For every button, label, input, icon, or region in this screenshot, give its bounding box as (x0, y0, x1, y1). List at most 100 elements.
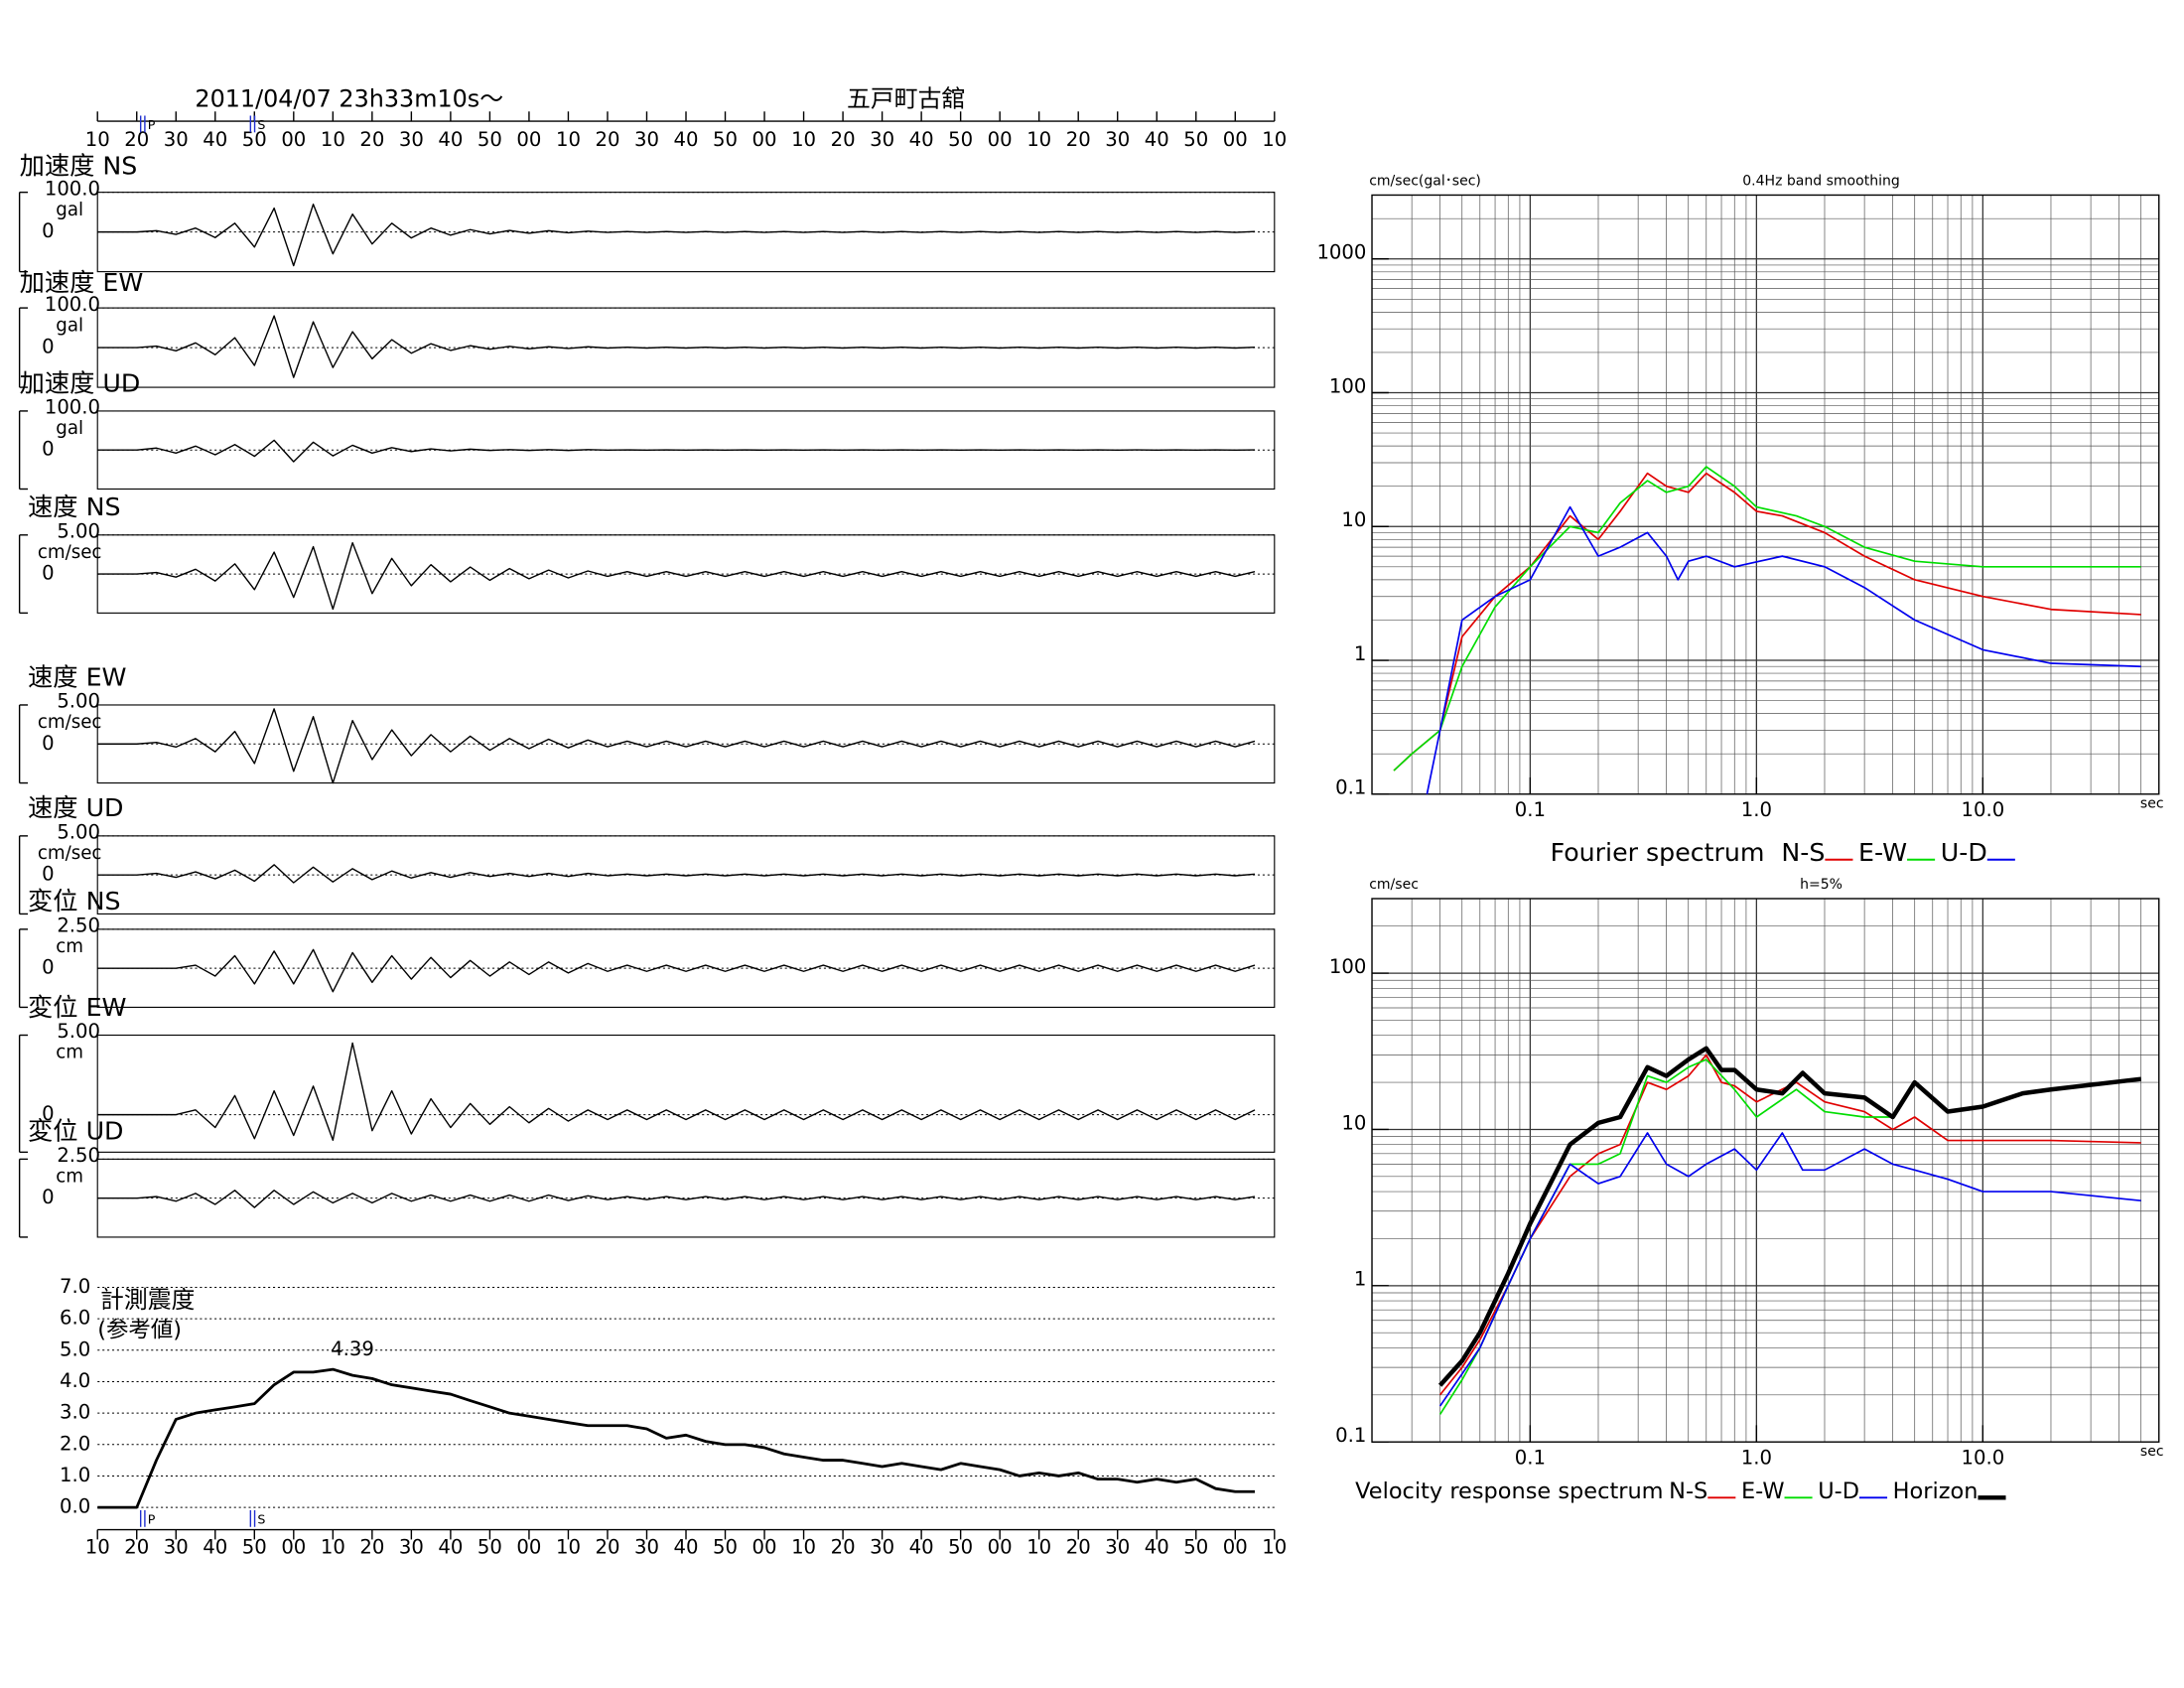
time-tick-label: 20 (1066, 1535, 1091, 1558)
y-tick-label: 0 (42, 219, 55, 242)
plot-frame (1371, 194, 2160, 795)
time-tick-label: 50 (1183, 128, 1208, 151)
time-tick-label: 30 (1105, 128, 1130, 151)
x-axis-label: sec (2140, 1444, 2164, 1460)
x-tick-label: 10.0 (1961, 798, 2004, 821)
trace (97, 864, 1256, 884)
y-tick-label: 5.00 (57, 821, 100, 844)
time-tick-label: 40 (674, 128, 699, 151)
spectrum-line (1438, 1132, 2141, 1407)
panel-title: 加速度 UD (20, 368, 141, 397)
y-tick-label: 0 (42, 1102, 55, 1125)
time-tick-label: 00 (1223, 1535, 1248, 1558)
phase-label: P (148, 117, 156, 132)
trace (97, 708, 1256, 784)
x-tick-label: 0.1 (1515, 798, 1546, 821)
y-tick-label: 100.0 (45, 396, 100, 419)
y-tick-label: 0 (42, 732, 55, 755)
record-date: 2011/04/07 23h33m10s～ (195, 85, 503, 113)
time-tick-label: 40 (438, 128, 463, 151)
panel-title: 変位 UD (28, 1117, 123, 1146)
panel-title: 速度 NS (28, 492, 120, 521)
y-tick-label: 4.0 (60, 1369, 90, 1392)
legend-title: Velocity response spectrum (1355, 1478, 1663, 1504)
time-tick-label: 00 (281, 1535, 306, 1558)
plot-frame (1371, 898, 2160, 1443)
time-tick-label: 30 (1105, 1535, 1130, 1558)
spectrum-line (1393, 472, 2141, 772)
chart-subtitle: 0.4Hz band smoothing (1742, 173, 1900, 189)
y-tick-label: 0 (42, 438, 55, 461)
phase-label: S (257, 1511, 265, 1526)
time-tick-label: 40 (203, 128, 227, 151)
time-tick-label: 00 (988, 1535, 1013, 1558)
time-tick-label: 10 (556, 1535, 581, 1558)
legend-label: U-D (1818, 1478, 1859, 1504)
time-tick-label: 40 (1145, 128, 1169, 151)
y-tick-label: 100 (1329, 955, 1366, 978)
time-tick-label: 40 (203, 1535, 227, 1558)
y-unit: cm (56, 1167, 83, 1188)
time-tick-label: 10 (1262, 1535, 1287, 1558)
time-tick-label: 00 (1223, 128, 1248, 151)
time-tick-label: 30 (164, 128, 189, 151)
time-tick-label: 00 (988, 128, 1013, 151)
panel-title: 計測震度 (100, 1286, 195, 1314)
time-tick-label: 40 (909, 1535, 934, 1558)
y-unit: cm/sec (38, 542, 102, 563)
trace (97, 204, 1256, 267)
time-tick-label: 10 (556, 128, 581, 151)
time-tick-label: 00 (516, 128, 541, 151)
trace (97, 1042, 1256, 1141)
time-tick-label: 10 (791, 128, 816, 151)
legend-title: Fourier spectrum (1551, 838, 1765, 867)
panel-title: 加速度 EW (20, 268, 144, 297)
spectrum-line (1437, 1046, 2141, 1387)
spectrum-line (1438, 1054, 2141, 1396)
time-tick-label: 40 (674, 1535, 699, 1558)
time-tick-label: 50 (713, 128, 738, 151)
time-tick-label: 20 (124, 128, 149, 151)
station-name: 五戸町古舘 (847, 85, 965, 113)
time-tick-label: 30 (164, 1535, 189, 1558)
time-tick-label: 20 (831, 1535, 856, 1558)
time-tick-label: 50 (713, 1535, 738, 1558)
y-unit: cm (56, 936, 83, 957)
x-axis-label: sec (2140, 796, 2164, 812)
y-axis-label: cm/sec(gal･sec) (1369, 173, 1481, 189)
y-unit: cm (56, 1043, 83, 1063)
time-tick-label: 50 (478, 1535, 502, 1558)
time-tick-label: 00 (516, 1535, 541, 1558)
y-tick-label: 2.0 (60, 1432, 90, 1455)
chart-subtitle: h=5% (1800, 877, 1843, 893)
x-tick-label: 0.1 (1515, 1447, 1546, 1470)
trace (97, 541, 1256, 611)
y-tick-label: 10 (1341, 508, 1366, 531)
time-tick-label: 30 (399, 1535, 424, 1558)
y-tick-label: 0 (42, 956, 55, 979)
panel-title: 変位 NS (28, 887, 120, 915)
trace (97, 948, 1256, 993)
y-tick-label: 1 (1354, 1268, 1367, 1291)
y-unit: gal (56, 418, 83, 439)
y-tick-label: 100.0 (45, 293, 100, 316)
time-tick-label: 50 (948, 1535, 973, 1558)
trace (97, 1367, 1256, 1509)
y-tick-label: 100.0 (45, 177, 100, 200)
time-tick-label: 50 (1183, 1535, 1208, 1558)
time-tick-label: 30 (399, 128, 424, 151)
y-tick-label: 0 (42, 336, 55, 358)
y-tick-label: 0 (42, 1186, 55, 1208)
y-tick-label: 2.50 (57, 914, 100, 937)
time-tick-label: 30 (634, 128, 659, 151)
y-tick-label: 3.0 (60, 1401, 90, 1424)
time-tick-label: 10 (1026, 1535, 1051, 1558)
y-tick-label: 1.0 (60, 1464, 90, 1486)
time-tick-label: 40 (909, 128, 934, 151)
time-tick-label: 30 (634, 1535, 659, 1558)
time-tick-label: 20 (359, 1535, 384, 1558)
time-tick-label: 30 (870, 128, 894, 151)
spectrum-line (1393, 466, 2141, 772)
